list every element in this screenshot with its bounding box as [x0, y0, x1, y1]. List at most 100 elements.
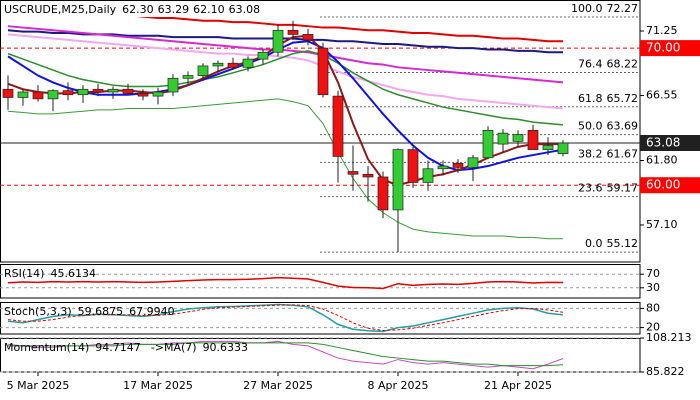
series-name: ->MA(7) [151, 341, 197, 354]
fibonacci-label: 76.4 68.22 [578, 58, 638, 71]
candle-body [437, 165, 449, 170]
x-tick-label: 8 Apr 2025 [367, 379, 428, 392]
y-tick-label: 80 [646, 301, 660, 314]
candle-body [347, 171, 359, 175]
candle-body [227, 62, 239, 68]
fibonacci-ratio: 100.0 [571, 2, 603, 15]
candle-body [62, 90, 74, 96]
candle-body [272, 29, 284, 53]
candle-body [332, 95, 344, 157]
indicator-line [7, 304, 564, 331]
candle-body [92, 88, 104, 93]
ohlc-value: 63.08 [229, 3, 261, 16]
last-value: 94.7147 [95, 341, 141, 354]
candle-body [17, 91, 29, 98]
indicator-line [7, 50, 564, 126]
last-value: 59.6875 [78, 305, 124, 318]
x-tick-label: 17 Mar 2025 [123, 379, 193, 392]
panel-frame [0, 264, 641, 299]
candle-body [482, 130, 494, 159]
indicator-line [7, 25, 564, 84]
price-label: 60.00 [646, 178, 680, 192]
candle-body [77, 88, 89, 96]
y-tick-label: 20 [646, 321, 660, 334]
ohlc-value: 62.30 [122, 3, 154, 16]
candle-body [422, 168, 434, 183]
y-tick-label: 66.55 [646, 88, 678, 101]
candle-body [32, 91, 44, 100]
candle-body [182, 75, 194, 79]
candle-body [407, 149, 419, 183]
indicator-title: RSI(14) [4, 267, 44, 280]
candle-body [302, 34, 314, 41]
x-tick-label: 21 Apr 2025 [484, 379, 552, 392]
symbol: USCRUDE,M25,Daily [4, 3, 117, 16]
candle-body [257, 51, 269, 60]
header-bg [1, 1, 248, 17]
fibonacci-label: 50.0 63.69 [578, 120, 638, 133]
indicator-header: Stoch(5,3,3) 59.6875 67.9940 [4, 305, 175, 318]
fibonacci-label: 100.0 72.27 [571, 2, 638, 15]
price-label: 70.00 [646, 41, 680, 55]
indicator-line [8, 342, 564, 367]
candle-body [122, 88, 134, 94]
last-value: 67.9940 [129, 305, 175, 318]
candle-body [557, 142, 569, 155]
candle-body [377, 176, 389, 211]
candle-body [452, 162, 464, 168]
y-tick-label: 108.213 [646, 331, 692, 344]
candle-body [467, 157, 479, 168]
indicator-title: Stoch(5,3,3) [4, 305, 72, 318]
candle-body [287, 29, 299, 35]
candle-body [2, 88, 14, 98]
indicator-line [7, 276, 564, 290]
fibonacci-value: 72.27 [607, 2, 639, 15]
indicator-header: Momentum(14) 94.7147 ->MA(7) 90.6333 [4, 341, 248, 354]
candle-body [392, 149, 404, 211]
fibonacci-value: 59.17 [607, 182, 639, 195]
candle-body [197, 65, 209, 76]
fibonacci-label: 23.6 59.17 [578, 182, 638, 195]
candle-body [527, 130, 539, 150]
fibonacci-value: 61.67 [607, 147, 639, 160]
candle-body [512, 134, 524, 142]
panel-frame [0, 302, 641, 335]
fibonacci-label: 61.8 65.72 [578, 92, 638, 105]
indicator-title: Momentum(14) [4, 341, 89, 354]
candle-body [362, 173, 374, 178]
candle-body [242, 58, 254, 68]
fibonacci-value: 65.72 [607, 92, 639, 105]
fibonacci-value: 63.69 [607, 120, 639, 133]
y-tick-label: 85.822 [646, 365, 685, 378]
fibonacci-ratio: 50.0 [578, 120, 603, 133]
candle-body [152, 91, 164, 97]
price-label-box [640, 40, 700, 57]
y-tick-label: 57.10 [646, 218, 678, 231]
y-tick-label: 30 [646, 281, 660, 294]
ohlc-value: 62.10 [193, 3, 225, 16]
y-tick-label: 61.80 [646, 154, 678, 167]
y-tick-label: 70 [646, 267, 660, 280]
price-label-box [640, 134, 700, 151]
fibonacci-ratio: 23.6 [578, 182, 603, 195]
candle-body [317, 47, 329, 96]
price-label-box [640, 177, 700, 194]
x-tick-label: 27 Mar 2025 [243, 379, 313, 392]
price-label: 63.08 [646, 135, 680, 149]
candle-body [167, 77, 179, 93]
candle-body [497, 132, 509, 145]
candle-body [137, 93, 149, 97]
fibonacci-value: 68.22 [607, 58, 639, 71]
candle-body [107, 88, 119, 93]
fibonacci-label: 38.2 61.67 [578, 147, 638, 160]
fibonacci-label: 0.0 55.12 [585, 237, 638, 250]
candle-body [542, 145, 554, 150]
indicator-header: RSI(14) 45.6134 [4, 267, 96, 280]
indicator-line [7, 40, 564, 172]
panel-frame [0, 0, 641, 263]
ohlc-value: 63.29 [158, 3, 190, 16]
y-tick-label: 71.25 [646, 24, 678, 37]
candle-body [47, 90, 59, 100]
x-tick-label: 5 Mar 2025 [7, 379, 70, 392]
